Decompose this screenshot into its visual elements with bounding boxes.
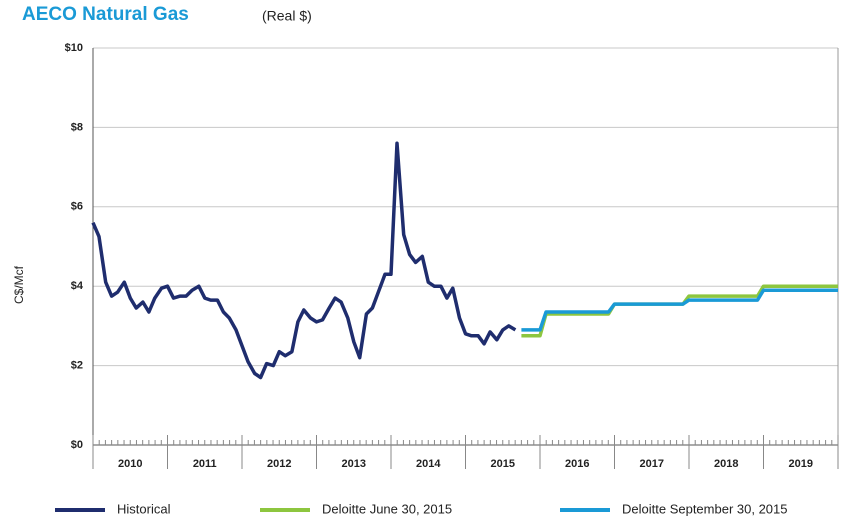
y-tick-label: $2 — [71, 360, 83, 372]
legend-label: Deloitte September 30, 2015 — [622, 501, 788, 516]
x-tick-label: 2017 — [640, 458, 664, 470]
y-axis-label: C$/Mcf — [12, 265, 26, 304]
x-tick-label: 2010 — [118, 458, 142, 470]
series-line — [91, 141, 517, 380]
series-line — [521, 288, 838, 332]
x-tick-label: 2012 — [267, 458, 291, 470]
x-tick-label: 2015 — [491, 458, 515, 470]
x-tick-label: 2019 — [789, 458, 813, 470]
y-tick-label: $0 — [71, 439, 83, 451]
y-tick-label: $8 — [71, 121, 83, 133]
x-tick-label: 2016 — [565, 458, 589, 470]
chart-subtitle: (Real $) — [262, 8, 312, 24]
x-tick-label: 2014 — [416, 458, 441, 470]
y-tick-label: $10 — [65, 42, 83, 54]
y-tick-label: $6 — [71, 201, 83, 213]
y-tick-label: $4 — [71, 280, 84, 292]
legend-label: Historical — [117, 501, 171, 516]
legend-label: Deloitte June 30, 2015 — [322, 501, 452, 516]
x-tick-label: 2011 — [193, 458, 217, 470]
x-tick-label: 2018 — [714, 458, 738, 470]
x-tick-label: 2013 — [342, 458, 366, 470]
chart-title: AECO Natural Gas — [22, 4, 189, 25]
